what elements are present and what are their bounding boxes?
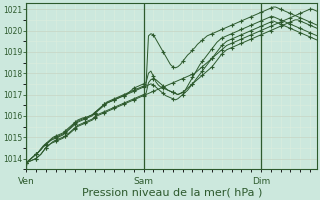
X-axis label: Pression niveau de la mer( hPa ): Pression niveau de la mer( hPa ) (82, 187, 262, 197)
